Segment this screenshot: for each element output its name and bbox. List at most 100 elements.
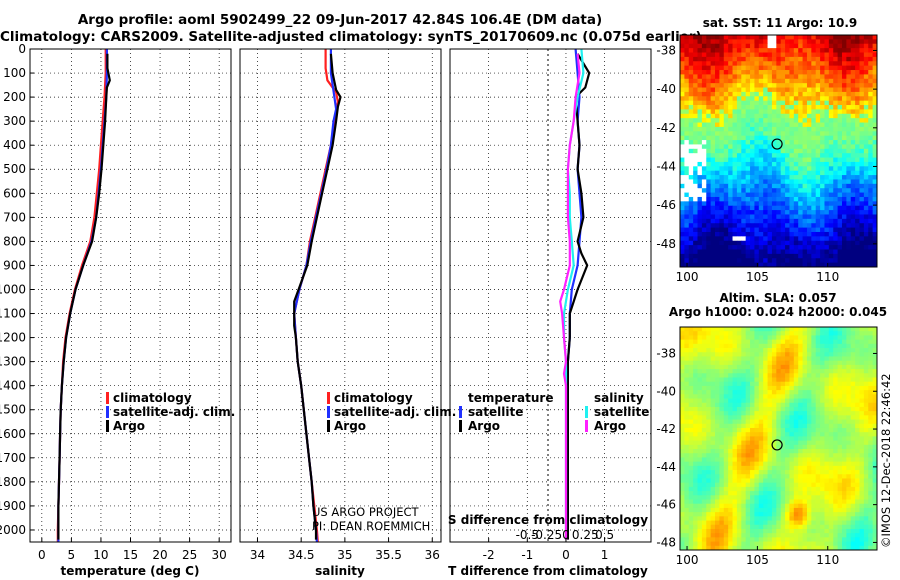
heatmap-cell	[859, 419, 865, 425]
heatmap-cell	[859, 240, 865, 246]
heatmap-cell	[763, 100, 768, 106]
heatmap-cell	[828, 157, 834, 163]
heatmap-cell	[693, 331, 698, 336]
heatmap-cell	[701, 533, 707, 538]
heatmap-cell	[811, 100, 817, 106]
heatmap-cell	[850, 537, 856, 542]
heatmap-cell	[828, 385, 834, 391]
heatmap-cell	[710, 512, 716, 517]
heatmap-cell	[802, 390, 808, 395]
heatmap-cell	[868, 96, 874, 102]
heatmap-cell	[820, 144, 825, 150]
heatmap-cell	[741, 96, 747, 102]
heatmap-cell	[771, 91, 777, 97]
heatmap-cell	[736, 83, 742, 88]
heatmap-cell	[855, 175, 860, 180]
heatmap-cell	[806, 364, 812, 370]
heatmap-cell	[828, 440, 834, 446]
heatmap-cell	[693, 402, 698, 408]
heatmap-cell	[710, 470, 716, 475]
heatmap-cell	[820, 214, 825, 220]
heatmap-cell	[693, 170, 698, 176]
heatmap-cell	[763, 70, 768, 75]
heatmap-cell	[693, 335, 698, 341]
heatmap-cell	[771, 56, 777, 62]
heatmap-cell	[859, 512, 865, 517]
heatmap-cell	[680, 170, 685, 176]
heatmap-cell	[754, 227, 760, 233]
heatmap-cell	[758, 166, 764, 172]
title-line-1: Argo profile: aoml 5902499_22 09-Jun-201…	[77, 12, 603, 28]
heatmap-cell	[828, 170, 834, 176]
heatmap-cell	[846, 153, 852, 158]
heatmap-cell	[767, 482, 773, 488]
heatmap-cell	[710, 258, 716, 264]
sst-map-panel: sat. SST: 11 Argo: 10.9 100 105 110-38-40-…	[656, 16, 878, 284]
heatmap-cell	[763, 449, 768, 454]
heatmap-cell	[750, 109, 755, 115]
heatmap-cell	[785, 262, 790, 267]
heatmap-cell	[776, 491, 782, 496]
heatmap-cell	[684, 427, 690, 433]
heatmap-cell	[693, 373, 698, 378]
heatmap-cell	[859, 231, 865, 237]
heatmap-cell	[684, 205, 690, 211]
heatmap-cell	[785, 192, 790, 198]
heatmap-cell	[859, 39, 865, 45]
heatmap-cell	[763, 105, 768, 110]
heatmap-cell	[798, 352, 803, 357]
heatmap-cell	[820, 52, 825, 58]
heatmap-cell	[688, 524, 694, 530]
heatmap-cell	[785, 240, 790, 246]
heatmap-cell	[846, 436, 852, 442]
heatmap-cell	[732, 356, 738, 362]
heatmap-cell	[745, 533, 751, 538]
heatmap-cell	[859, 339, 865, 345]
heatmap-cell	[701, 214, 707, 220]
heatmap-cell	[754, 48, 760, 53]
heatmap-cell	[732, 205, 738, 211]
heatmap-cell	[811, 144, 817, 150]
heatmap-cell	[785, 218, 790, 224]
heatmap-cell	[868, 122, 874, 128]
heatmap-cell	[680, 35, 685, 40]
heatmap-cell	[824, 210, 830, 215]
heatmap-cell	[806, 78, 812, 84]
heatmap-cell	[736, 122, 742, 128]
heatmap-cell	[693, 109, 698, 115]
heatmap-cell	[793, 495, 799, 500]
heatmap-cell	[785, 91, 790, 97]
heatmap-cell	[789, 183, 795, 189]
heatmap-cell	[723, 440, 729, 446]
heatmap-cell	[728, 352, 733, 357]
heatmap-cell	[824, 406, 830, 412]
heatmap-cell	[750, 339, 755, 345]
heatmap-cell	[863, 440, 869, 446]
heatmap-cell	[758, 48, 764, 53]
heatmap-cell	[710, 449, 716, 454]
heatmap-cell	[771, 188, 777, 193]
heatmap-cell	[776, 188, 782, 193]
heatmap-cell	[684, 512, 690, 517]
heatmap-cell	[736, 223, 742, 229]
heatmap-cell	[868, 135, 874, 141]
heatmap-cell	[859, 406, 865, 412]
heatmap-cell	[798, 192, 803, 198]
heatmap-cell	[745, 262, 751, 267]
heatmap-cell	[763, 461, 768, 467]
heatmap-cell	[859, 196, 865, 202]
heatmap-cell	[723, 131, 729, 137]
heatmap-cell	[710, 43, 716, 49]
heatmap-cell	[841, 352, 847, 357]
heatmap-cell	[828, 541, 834, 547]
salinity-legend: climatology satellite-adj. clim. Argo	[327, 391, 456, 433]
heatmap-cell	[697, 516, 703, 521]
heatmap-cell	[841, 356, 847, 362]
y-tick-label: 800	[3, 234, 26, 248]
heatmap-cell	[706, 327, 712, 332]
heatmap-cell	[833, 491, 838, 496]
heatmap-cell	[850, 394, 856, 399]
heatmap-cell	[688, 402, 694, 408]
heatmap-cell	[706, 482, 712, 488]
heatmap-cell	[868, 188, 874, 193]
